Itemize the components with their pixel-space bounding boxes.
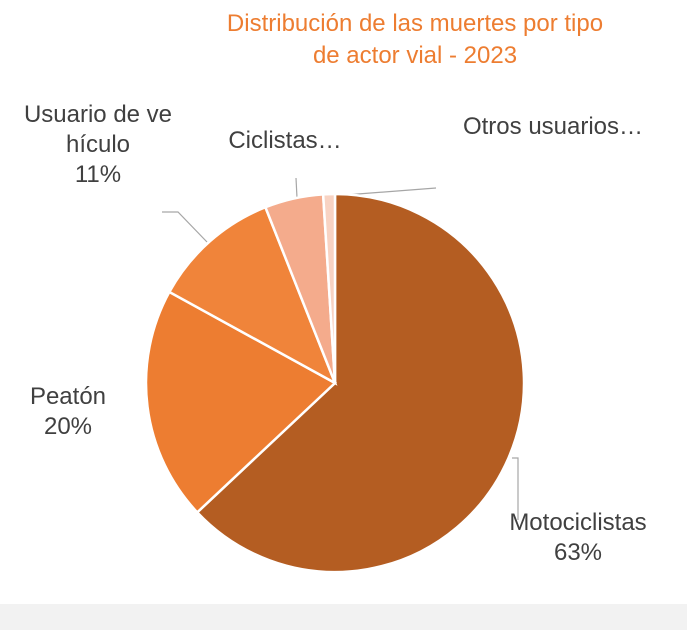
pie-slice xyxy=(321,192,337,384)
category-label: Usuario de vehículo xyxy=(23,101,173,158)
leader-line xyxy=(162,211,208,243)
slice-label: Otros usuarios… xyxy=(458,112,648,142)
value-label: 11% xyxy=(74,161,122,188)
pie-slice xyxy=(144,290,338,515)
category-label: Motociclistas xyxy=(509,509,647,536)
pie-slice xyxy=(167,205,338,386)
category-label: Otros usuarios… xyxy=(462,113,644,140)
value-label: 20% xyxy=(43,413,93,440)
chart-title: Distribución de las muertes por tipo de … xyxy=(226,10,604,69)
slice-label: Motociclistas 63% xyxy=(502,508,654,568)
category-label: Ciclistas… xyxy=(228,127,342,154)
bottom-strip xyxy=(0,604,687,630)
leader-line xyxy=(512,457,519,520)
slice-label: Peatón 20% xyxy=(8,382,128,442)
slices xyxy=(144,192,526,574)
value-label: 63% xyxy=(553,539,603,566)
category-label: Peatón xyxy=(29,383,107,410)
leader-line xyxy=(295,177,298,199)
slice-label: Usuario de vehículo 11% xyxy=(18,100,178,190)
slice-label: Ciclistas… xyxy=(190,126,380,156)
pie-slice xyxy=(195,192,526,574)
